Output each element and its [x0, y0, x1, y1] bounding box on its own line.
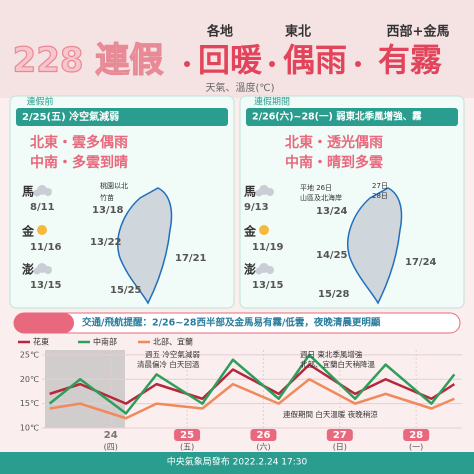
annotation: 清晨偏冷 白天回溫 — [137, 359, 200, 369]
x-tick-label: 26 — [256, 430, 270, 441]
subtitle: 天氣、溫度(℃) — [205, 81, 274, 94]
title-big: 偶雨 — [283, 41, 347, 79]
panel-header-bg — [246, 108, 458, 126]
legend-label: 花東 — [33, 337, 49, 347]
island-temp: 8/11 — [30, 202, 55, 213]
footer: 中央氣象局發布 2022.2.24 17:30 — [167, 456, 308, 468]
line — [49, 363, 456, 405]
annotation: 週五 冷空氣減弱 — [145, 349, 200, 359]
annotation: 連假期間 白天溫暖 夜晚稍涼 — [283, 409, 378, 419]
line — [49, 378, 455, 420]
legend-label: 北部、宜蘭 — [153, 337, 193, 347]
map-temp: 13/24 — [316, 206, 348, 217]
map-label: 竹苗 — [100, 193, 114, 202]
island-temp: 9/13 — [244, 202, 269, 213]
island-temp: 13/15 — [252, 280, 284, 291]
island-temp: 13/15 — [30, 280, 62, 291]
header-bg — [0, 0, 474, 98]
weekday-label: (日) — [333, 443, 347, 452]
map-temp: 17/24 — [405, 257, 437, 268]
forecast-line: 中南・多雲到晴 — [30, 154, 128, 171]
dot — [269, 61, 275, 67]
title-main: 228 連假 — [13, 41, 164, 81]
forecast-line: 北東・雲多偶雨 — [30, 134, 128, 151]
y-tick-label: 20℃ — [20, 375, 39, 384]
panel-bg — [9, 95, 235, 309]
island-temp: 11/19 — [252, 242, 284, 253]
map-label: 桃園以北 — [100, 181, 128, 190]
map-label: 山區及北海岸 — [300, 193, 342, 202]
map-temp: 15/28 — [318, 289, 350, 300]
map-temp: 17/21 — [175, 253, 207, 264]
weekday-label: (四) — [104, 443, 118, 452]
dot — [355, 61, 361, 67]
notice-icon — [14, 313, 74, 333]
temperature-chart: 10℃ 15℃ 20℃ 25℃ 24 (四) 25 (五) 26(六) 27 (日) 28 (一) 花東 中… — [18, 337, 462, 452]
forecast-line: 北東・透光偶雨 — [285, 134, 383, 151]
day-box — [250, 429, 277, 441]
dot — [184, 61, 190, 67]
observed-shade — [45, 350, 125, 428]
panel-header: 2/26(六)~28(一) 弱東北季風增強、霧 — [252, 111, 422, 123]
island: 馬 — [22, 185, 34, 199]
map-temp: 13/18 — [92, 205, 124, 216]
day-box — [403, 429, 430, 441]
notice: 交通/飛航提醒：2/26~28西半部及金馬易有霧/低雲，夜晚清晨更明顯 — [82, 317, 381, 329]
x-tick-label: 25 — [180, 430, 194, 441]
panel-tag: 連假前 — [26, 96, 53, 108]
y-tick-label: 10℃ — [20, 424, 39, 433]
map-label: 27日 — [372, 182, 388, 190]
panel: 連假前 2/25(五) 冷空氣減弱 北東・雲多偶雨 中南・多雲到晴 馬 8/11… — [9, 95, 235, 309]
x-tick-label: 24 — [104, 430, 118, 441]
weekday-label: (六) — [256, 442, 270, 452]
title-big: 回暖 — [198, 41, 263, 79]
map-temp: 15/25 — [110, 285, 142, 296]
icon — [259, 225, 269, 235]
island: 澎 — [244, 262, 256, 277]
map-temp: 14/25 — [316, 250, 348, 261]
map-label: 28日 — [372, 192, 388, 200]
legend-label: 中南部 — [93, 337, 117, 347]
line — [48, 353, 456, 415]
day-box — [326, 429, 353, 441]
x-tick-label: 28 — [409, 430, 423, 441]
island: 金 — [243, 224, 257, 239]
panel-header: 2/25(五) 冷空氣減弱 — [22, 110, 119, 123]
annotation: 北部、宜蘭白天稍降溫 — [300, 359, 375, 369]
title-small: 東北 — [285, 24, 311, 40]
weekday-label: (一) — [409, 443, 423, 452]
panel-bg — [239, 95, 465, 309]
footer-bg — [0, 452, 474, 474]
panel-header-bg — [16, 108, 228, 126]
panel: 連假期間 2/26(六)~28(一) 弱東北季風增強、霧 北東・透光偶雨 中南・… — [239, 95, 465, 309]
title-small: 各地 — [206, 24, 233, 40]
map-temp: 13/22 — [90, 237, 122, 248]
weekday-label: (五) — [180, 443, 194, 452]
annotation: 週日 東北季風增強 — [300, 349, 363, 359]
day-box — [174, 429, 201, 441]
title-small: 西部+金馬 — [387, 24, 450, 40]
island: 金 — [21, 224, 35, 239]
panel-tag: 連假期間 — [254, 96, 290, 108]
y-tick-label: 15℃ — [20, 399, 39, 408]
title-big: 有霧 — [378, 41, 443, 79]
y-tick-label: 25℃ — [20, 350, 39, 359]
x-tick-label: 27 — [333, 430, 347, 441]
forecast-line: 中南・晴到多雲 — [285, 154, 383, 171]
icon — [37, 225, 47, 235]
island-temp: 11/16 — [30, 242, 62, 253]
island: 馬 — [244, 185, 256, 199]
island: 澎 — [22, 262, 34, 277]
map-label: 平地 26日 — [300, 183, 332, 192]
